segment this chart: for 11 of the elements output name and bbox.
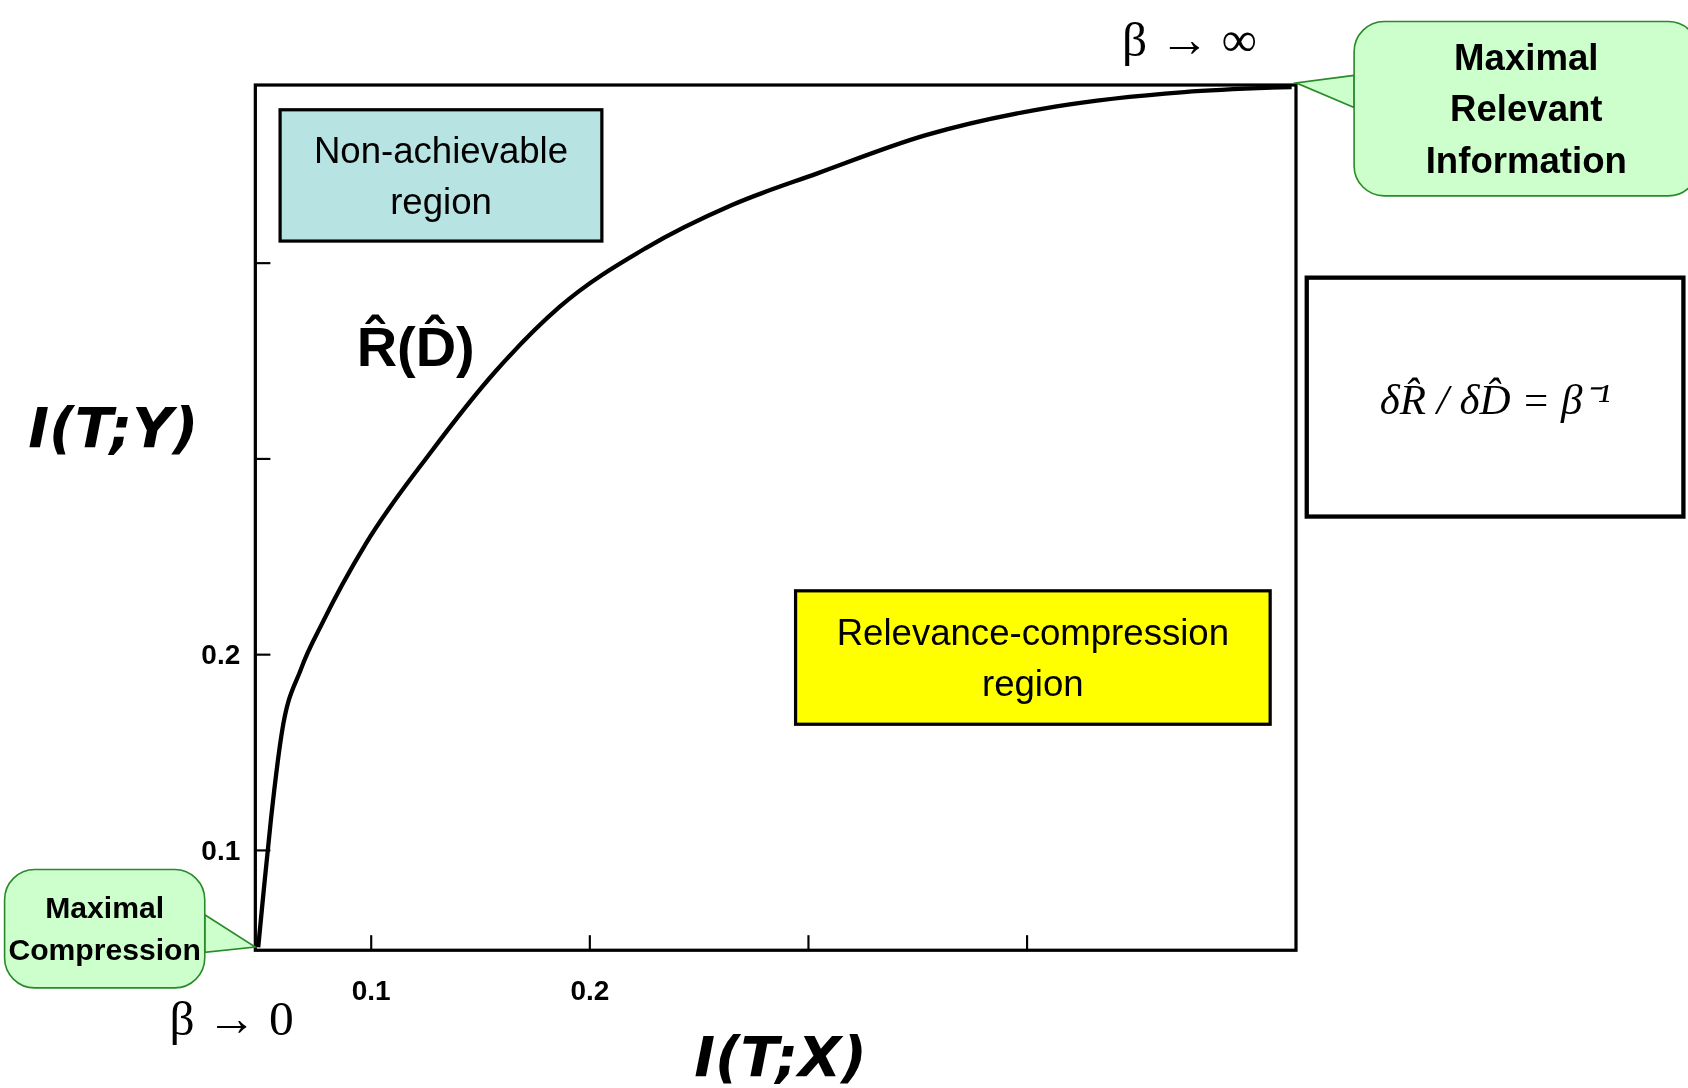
annotation: Relevance-compression region (836, 611, 1230, 704)
line-series (256, 84, 1294, 950)
annotation: Non-achievable region (313, 129, 569, 222)
x-axis-title: I(T;X) (694, 1024, 867, 1088)
annotation: R̂(D̂) (356, 314, 475, 378)
text: β → ∞ (1122, 11, 1257, 67)
text: Maximal Compression (8, 891, 201, 967)
text: δR̂ / δD̂ = β⁻¹ (1379, 376, 1611, 424)
y-axis-title: I(T;Y) (28, 394, 199, 460)
text: Maximal Relevant Information (1425, 37, 1627, 181)
text: β → 0 (169, 991, 294, 1047)
